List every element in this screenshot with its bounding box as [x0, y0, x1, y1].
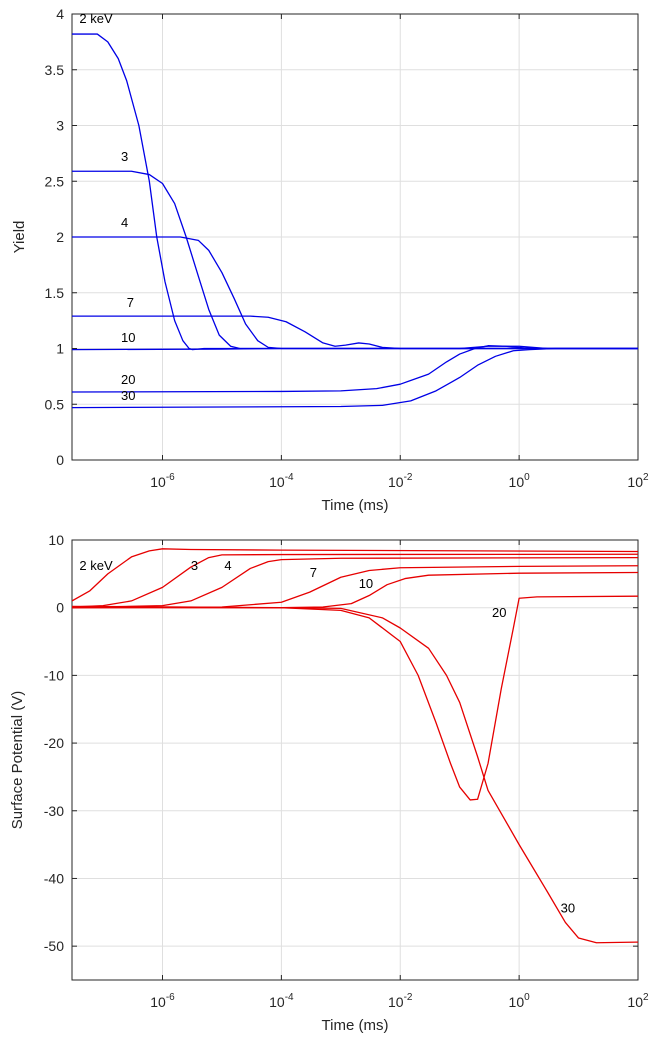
x-tick-label: 10-4 — [269, 472, 294, 490]
series-label-4: 7 — [310, 565, 317, 580]
series-label-3: 4 — [224, 558, 231, 573]
y-tick-label: 0 — [56, 452, 64, 468]
series-label-1: 2 keV — [79, 558, 113, 573]
series-line-6 — [72, 595, 638, 801]
plot-area-frame — [71, 539, 639, 981]
y-tick-label: 0.5 — [45, 396, 65, 412]
series-line-7 — [72, 347, 638, 409]
x-tick-label: 10-2 — [388, 472, 413, 490]
series-label-7: 30 — [121, 388, 135, 403]
series-line-4 — [72, 315, 638, 350]
series-line-7 — [72, 605, 638, 944]
y-tick-label: 3 — [56, 118, 64, 134]
y-tick-label: 0 — [56, 600, 64, 616]
y-tick-label: 10 — [48, 532, 64, 548]
y-tick-label: 1.5 — [45, 285, 65, 301]
x-tick-label: 10-2 — [388, 992, 413, 1010]
x-tick-label: 100 — [509, 992, 531, 1010]
series-label-6: 20 — [492, 605, 506, 620]
series-line-6 — [72, 345, 638, 393]
y-tick-label: 4 — [56, 6, 64, 22]
y-tick-label: -30 — [44, 803, 64, 819]
series-line-4 — [72, 565, 638, 609]
x-tick-label: 102 — [627, 472, 649, 490]
series-label-5: 10 — [359, 576, 373, 591]
x-tick-label: 10-4 — [269, 992, 294, 1010]
x-tick-label: 100 — [509, 472, 531, 490]
series-line-2 — [72, 553, 638, 608]
chart-2: 10-6 10-4 10-2 100 102 -50 -40 -30 -20 -10 0 10 Time… — [9, 532, 649, 1034]
x-tick-label: 102 — [627, 992, 649, 1010]
series-line-2 — [72, 170, 638, 350]
series-label-6: 20 — [121, 372, 135, 387]
y-tick-label: -50 — [44, 938, 64, 954]
series-label-3: 4 — [121, 215, 128, 230]
series-line-3 — [72, 556, 638, 609]
y-tick-label: 1 — [56, 341, 64, 357]
y-axis-label: Yield — [11, 221, 28, 254]
series-label-2: 3 — [191, 558, 198, 573]
series-line-3 — [72, 236, 638, 350]
y-tick-label: 3.5 — [45, 62, 65, 78]
x-axis-label: Time (ms) — [322, 1017, 389, 1034]
x-tick-label: 10-6 — [150, 472, 175, 490]
y-tick-label: -10 — [44, 667, 64, 683]
series-line-1 — [72, 548, 638, 602]
x-tick-label: 10-6 — [150, 992, 175, 1010]
series-label-2: 3 — [121, 149, 128, 164]
y-tick-label: -40 — [44, 870, 64, 886]
series-label-5: 10 — [121, 330, 135, 345]
series-line-1 — [72, 33, 638, 351]
chart-1: 10-6 10-4 10-2 100 10200.511.522.533.54Time … — [11, 6, 649, 514]
y-tick-label: 2.5 — [45, 173, 65, 189]
y-tick-label: -20 — [44, 735, 64, 751]
y-tick-label: 2 — [56, 229, 64, 245]
series-label-4: 7 — [127, 295, 134, 310]
series-label-7: 30 — [561, 900, 575, 915]
series-label-1: 2 keV — [79, 11, 113, 26]
x-axis-label: Time (ms) — [322, 497, 389, 514]
y-axis-label: Surface Potential (V) — [9, 691, 26, 829]
